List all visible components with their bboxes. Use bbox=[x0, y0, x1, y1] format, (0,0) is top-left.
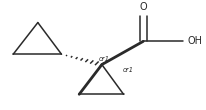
Text: O: O bbox=[139, 2, 147, 12]
Text: or1: or1 bbox=[99, 56, 110, 62]
Text: or1: or1 bbox=[123, 67, 134, 73]
Text: OH: OH bbox=[187, 36, 202, 46]
